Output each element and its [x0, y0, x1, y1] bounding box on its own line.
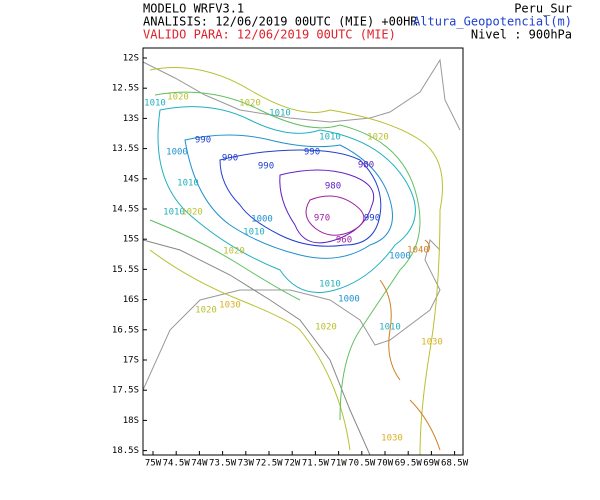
border-line	[142, 58, 461, 391]
contour-label: 1010	[319, 280, 341, 290]
lon-label: 73.5W	[209, 459, 237, 469]
lon-label: 69.5W	[395, 459, 423, 469]
lon-label: 70W	[377, 459, 394, 469]
map-frame	[142, 47, 464, 456]
contour-label: 1000	[338, 295, 360, 305]
contour-label: 1010	[177, 179, 199, 189]
variable-title: Altura_Geopotencial(m)	[413, 15, 572, 29]
contour-label: 980	[325, 182, 341, 192]
contour-label: 1000	[166, 148, 188, 158]
lon-label: 74W	[191, 459, 208, 469]
lon-label: 72.5W	[255, 459, 283, 469]
lat-label: 13S	[123, 114, 139, 124]
lat-label: 14.5S	[112, 205, 139, 215]
contour-label: 990	[304, 148, 320, 158]
contour-label: 1000	[251, 215, 273, 225]
lon-label: 71.5W	[302, 459, 330, 469]
contour-label: 1010	[163, 208, 185, 218]
contour-990	[219, 149, 382, 247]
contour-label: 1020	[167, 93, 189, 103]
contour-label: 1020	[239, 99, 261, 109]
lat-label: 17S	[123, 356, 139, 366]
contour-label: 990	[364, 214, 380, 224]
contour-label: 970	[314, 214, 330, 224]
contour-label: 1020	[223, 247, 245, 257]
lon-label: 69W	[423, 459, 440, 469]
level-title: Nivel : 900hPa	[471, 28, 572, 42]
contour-label: 1010	[269, 109, 291, 119]
contour-label: 1010	[379, 323, 401, 333]
contour-label: 1030	[219, 301, 241, 311]
lon-label: 74.5W	[163, 459, 191, 469]
contour-label: 990	[222, 154, 238, 164]
map-layers	[142, 58, 461, 456]
analysis-title: ANALISIS: 12/06/2019 00UTC (MIE) +00HR	[143, 15, 418, 29]
contour-label: 1010	[319, 133, 341, 143]
lon-label: 75W	[145, 459, 162, 469]
lon-label: 71W	[330, 459, 347, 469]
lat-label: 18.5S	[112, 446, 139, 456]
lon-label: 72W	[284, 459, 301, 469]
contour-1015	[149, 91, 421, 421]
lat-label: 18S	[123, 416, 139, 426]
contour-label: 1030	[381, 434, 403, 444]
lat-label: 16.5S	[112, 325, 139, 335]
valid-title: VALIDO PARA: 12/06/2019 00UTC (MIE)	[143, 28, 396, 42]
contour-label: 1020	[315, 323, 337, 333]
contour-1010	[157, 106, 416, 293]
contour-label: 960	[336, 236, 352, 246]
contour-label: 990	[195, 136, 211, 146]
lat-label: 15S	[123, 235, 139, 245]
lat-label: 17.5S	[112, 386, 139, 396]
contour-label: 990	[258, 162, 274, 172]
coastline	[142, 239, 371, 456]
contour-label: 1010	[243, 228, 265, 238]
lon-label: 73W	[238, 459, 255, 469]
contour-label: 1030	[421, 338, 443, 348]
contour-label: 1000	[389, 252, 411, 262]
contour-970	[305, 195, 365, 236]
contour-label: 1020	[195, 306, 217, 316]
contour-1030	[379, 239, 441, 451]
contour-1020	[149, 67, 443, 456]
lat-label: 12S	[123, 54, 139, 64]
lon-label: 70.5W	[348, 459, 376, 469]
contour-1000	[184, 134, 393, 259]
contour-label: 1010	[144, 99, 166, 109]
domain-title: Peru_Sur	[514, 2, 572, 16]
contour-label: 1020	[367, 133, 389, 143]
contour-label: 980	[358, 161, 374, 171]
lat-label: 14S	[123, 174, 139, 184]
lat-label: 12.5S	[112, 84, 139, 94]
lat-label: 13.5S	[112, 144, 139, 154]
lon-label: 68.5W	[441, 459, 469, 469]
lat-label: 16S	[123, 295, 139, 305]
model-title: MODELO WRFV3.1	[143, 2, 244, 16]
lat-label: 15.5S	[112, 265, 139, 275]
contour-label: 1040	[407, 246, 429, 256]
contour-label: 1020	[181, 208, 203, 218]
